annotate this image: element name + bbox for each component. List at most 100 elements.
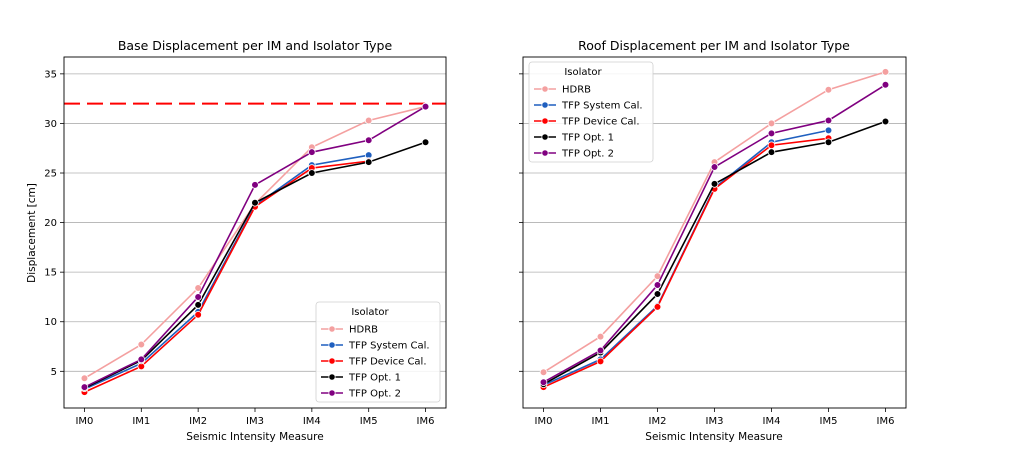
x-axis-label: Seismic Intensity Measure [645, 431, 782, 443]
data-point [421, 138, 430, 147]
data-point [137, 340, 146, 349]
legend-marker [541, 133, 549, 141]
legend-label: TFP System Cal. [348, 341, 430, 352]
legend-marker [541, 101, 549, 109]
x-tick-label: IM4 [303, 416, 321, 427]
x-tick-label: IM2 [649, 416, 667, 427]
data-point [194, 310, 202, 319]
data-point [653, 272, 662, 280]
y-tick-label: 35 [44, 69, 57, 80]
chart-title: Base Displacement per IM and Isolator Ty… [118, 38, 393, 53]
data-point [653, 303, 662, 311]
data-point [80, 374, 89, 383]
legend-title: Isolator [351, 307, 389, 318]
x-tick-label: IM1 [592, 416, 610, 427]
data-point [421, 102, 430, 111]
legend-marker [328, 389, 336, 397]
legend-marker [541, 117, 549, 125]
series-line [543, 137, 829, 388]
base-displacement-panel: Base Displacement per IM and Isolator Ty… [26, 38, 447, 443]
data-point [824, 138, 833, 147]
y-tick-label: 30 [44, 119, 57, 130]
data-point [653, 281, 662, 289]
legend-label: TFP Opt. 1 [561, 133, 614, 144]
legend: Isolator HDRB TFP System Cal. TFP Device Ca… [528, 61, 654, 163]
x-tick-label: IM4 [763, 416, 781, 427]
legend-label: HDRB [349, 325, 378, 336]
legend-label: HDRB [562, 85, 591, 96]
data-point [539, 378, 548, 387]
series-hdrb [539, 68, 890, 377]
data-point [767, 119, 776, 128]
series-tfp-opt-2 [539, 80, 890, 387]
data-point [596, 332, 605, 341]
data-point [710, 180, 719, 188]
y-tick-label: 15 [44, 268, 57, 279]
data-point [194, 301, 202, 309]
data-point [596, 346, 605, 355]
legend-marker [328, 373, 336, 381]
legend-marker [328, 341, 336, 349]
roof-displacement-panel: Roof Displacement per IM and Isolator Ty… [519, 38, 907, 443]
y-tick-label: 25 [44, 169, 57, 180]
axes-frame [63, 56, 447, 409]
series-line [84, 160, 369, 393]
legend: Isolator HDRB TFP System Cal. TFP Device Ca… [315, 301, 441, 403]
data-point [194, 284, 202, 292]
legend-label: TFP Device Cal. [561, 117, 640, 128]
y-tick-label: 5 [51, 367, 57, 378]
legend-marker [328, 357, 336, 365]
data-point [767, 129, 776, 138]
data-point [308, 148, 316, 156]
data-point [251, 198, 259, 207]
legend-label: TFP Opt. 1 [348, 373, 401, 384]
series-tfp-opt-2 [80, 102, 430, 391]
legend-label: TFP Opt. 2 [348, 389, 401, 400]
chart-title: Roof Displacement per IM and Isolator Ty… [578, 38, 850, 53]
x-tick-label: IM3 [246, 416, 264, 427]
x-tick-label: IM3 [706, 416, 724, 427]
legend-box [315, 301, 441, 403]
x-tick-label: IM2 [189, 416, 207, 427]
data-point [767, 141, 776, 150]
x-tick-label: IM6 [417, 416, 435, 427]
axes-frame [522, 56, 907, 409]
y-tick-label: 10 [44, 317, 57, 328]
x-tick-label: IM5 [360, 416, 378, 427]
legend-marker [541, 149, 549, 157]
x-tick-label: IM0 [535, 416, 553, 427]
data-point [881, 80, 890, 89]
y-axis-label: Displacement [cm] [26, 183, 38, 283]
series-line [543, 129, 829, 386]
y-tick-label: 20 [44, 218, 57, 229]
data-point [539, 368, 548, 377]
data-point [80, 383, 89, 391]
data-point [364, 116, 373, 125]
legend-label: TFP Opt. 2 [561, 149, 614, 160]
legend-title: Isolator [564, 67, 602, 78]
data-point [251, 181, 259, 189]
data-point [364, 158, 373, 166]
legend-box [528, 61, 654, 163]
data-point [596, 357, 605, 366]
legend-marker [541, 85, 549, 93]
series-tfp-system-cal- [539, 126, 833, 389]
data-point [137, 355, 146, 364]
data-point [767, 148, 776, 156]
data-point [653, 290, 662, 298]
x-tick-label: IM5 [820, 416, 838, 427]
legend-marker [328, 325, 336, 333]
x-tick-label: IM0 [75, 416, 93, 427]
data-point [824, 126, 833, 135]
data-point [194, 293, 202, 301]
x-axis-label: Seismic Intensity Measure [186, 431, 323, 443]
series-line [84, 154, 369, 390]
x-tick-label: IM6 [877, 416, 895, 427]
data-point [308, 169, 316, 177]
x-tick-label: IM1 [132, 416, 150, 427]
data-point [881, 117, 890, 126]
data-point [824, 85, 833, 94]
data-point [364, 136, 373, 145]
legend-label: TFP Device Cal. [348, 357, 427, 368]
